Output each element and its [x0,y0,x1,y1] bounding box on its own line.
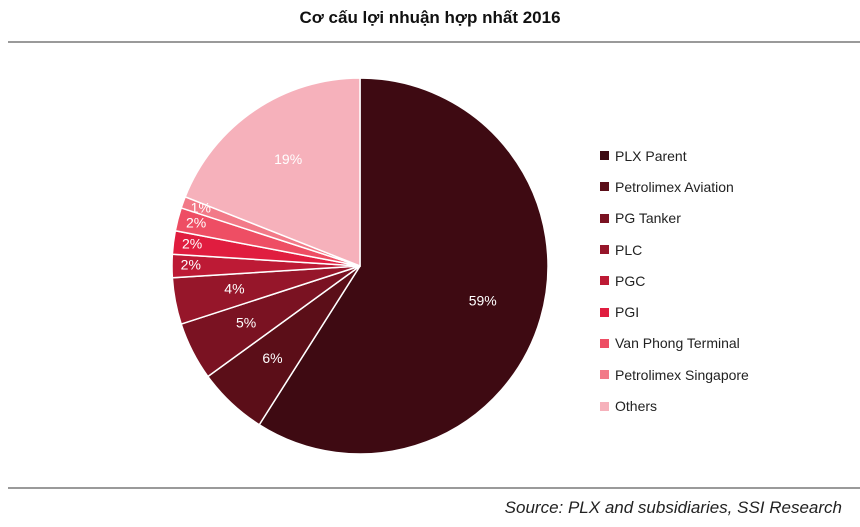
legend-swatch [600,401,609,411]
top-divider [8,41,860,43]
legend-label: PLC [615,241,643,258]
slice-label-plx-parent: 59% [469,292,497,308]
legend-label: PG Tanker [615,210,681,227]
legend-swatch [600,213,609,223]
pie-slices [171,77,549,455]
bottom-divider [8,487,860,489]
slice-label-pgi: 2% [182,235,202,251]
legend-swatch [600,151,609,161]
legend-swatch [600,182,609,192]
source-note: Source: PLX and subsidiaries, SSI Resear… [504,498,842,517]
slice-label-pgc: 2% [181,257,201,273]
legend-label: PGC [615,272,646,289]
legend-item-others: Others [600,390,749,421]
legend-label: PLX Parent [615,147,687,164]
legend-label: Petrolimex Aviation [615,178,734,195]
legend-swatch [600,276,609,286]
legend: PLX Parent Petrolimex Aviation PG Tanker PL… [600,140,749,422]
slice-label-others: 19% [274,151,302,167]
chart-title: Cơ cấu lợi nhuận hợp nhất 2016 [299,8,561,27]
legend-item-petrolimex-aviation: Petrolimex Aviation [600,171,749,202]
legend-label: Van Phong Terminal [615,335,740,352]
legend-swatch [600,307,609,317]
legend-label: Petrolimex Singapore [615,366,749,383]
legend-item-pgc: PGC [600,265,749,296]
slice-label-petrolimex-singapore: 1% [191,199,211,215]
slice-others [184,77,361,268]
legend-label: Others [615,398,658,415]
legend-item-plc: PLC [600,234,749,265]
slice-label-van-phong-terminal: 2% [186,215,206,231]
legend-swatch [600,245,609,255]
pie-labels: 59%6%5%4%2%2%2%1%19% [181,151,497,366]
slice-plx-parent [258,77,549,455]
legend-label: PGI [615,304,640,321]
legend-item-plx-parent: PLX Parent [600,140,749,171]
slice-label-plc: 4% [224,281,244,297]
legend-item-van-phong-terminal: Van Phong Terminal [600,328,749,359]
slice-label-petrolimex-aviation: 6% [262,350,282,366]
legend-item-pg-tanker: PG Tanker [600,203,749,234]
legend-item-pgi: PGI [600,296,749,327]
legend-swatch [600,370,609,380]
slice-label-pg-tanker: 5% [236,315,256,331]
legend-item-petrolimex-singapore: Petrolimex Singapore [600,359,749,390]
legend-swatch [600,338,609,348]
